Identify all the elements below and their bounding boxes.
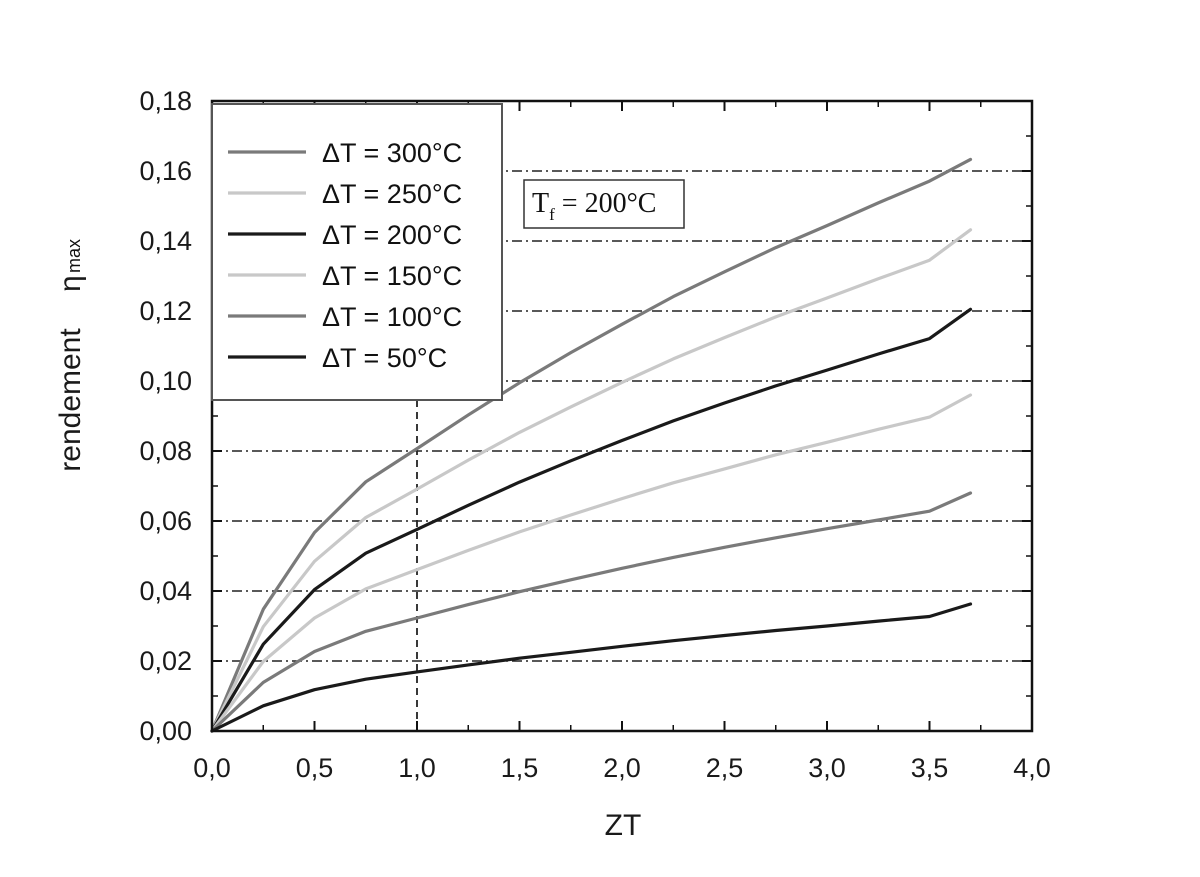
legend-label: ΔT = 50°C xyxy=(322,343,447,373)
y-axis-title: rendement η max xyxy=(54,239,87,472)
y-tick-label: 0,08 xyxy=(139,436,192,466)
y-tick-label: 0,10 xyxy=(139,366,192,396)
x-tick-labels: 0,0 0,5 1,0 1,5 2,0 2,5 3,0 3,5 4,0 xyxy=(193,753,1051,783)
series-layer xyxy=(210,157,973,733)
grid-lines xyxy=(212,170,1032,662)
x-tick-label: 0,0 xyxy=(193,753,231,783)
y-tick-label: 0,12 xyxy=(139,296,192,326)
x-tick-label: 0,5 xyxy=(296,753,334,783)
annotation-symbol: T xyxy=(532,188,549,219)
y-tick-label: 0,18 xyxy=(139,86,192,116)
y-tick-labels: 0,00 0,02 0,04 0,06 0,08 0,10 0,12 0,14 0,16 0,18 xyxy=(139,86,192,746)
legend: ΔT = 300°C ΔT = 250°C ΔT = 200°C ΔT = 150°C… xyxy=(211,103,503,401)
x-tick-label: 3,5 xyxy=(911,753,949,783)
annotation-box: Tf = 200°C xyxy=(523,179,685,229)
y-axis-title-subscript: max xyxy=(64,239,84,273)
y-tick-label: 0,02 xyxy=(139,646,192,676)
svg-text:rendement: rendement xyxy=(54,328,87,472)
legend-label: ΔT = 200°C xyxy=(322,220,462,250)
legend-label: ΔT = 150°C xyxy=(322,261,462,291)
x-tick-label: 3,0 xyxy=(808,753,846,783)
x-axis-title: ZT xyxy=(605,809,642,842)
svg-text:max: max xyxy=(64,239,84,273)
y-tick-label: 0,14 xyxy=(139,226,192,256)
series-line-0 xyxy=(210,157,973,733)
y-tick-label: 0,00 xyxy=(139,716,192,746)
y-tick-label: 0,06 xyxy=(139,506,192,536)
x-tick-label: 1,0 xyxy=(398,753,436,783)
series-line-3 xyxy=(210,393,973,733)
series-line-2 xyxy=(210,307,973,733)
y-tick-label: 0,04 xyxy=(139,576,192,606)
annotation-text: = 200°C xyxy=(555,188,657,219)
svg-text:Tf = 200°C: Tf = 200°C xyxy=(532,188,656,224)
x-tick-label: 2,0 xyxy=(603,753,641,783)
x-tick-label: 4,0 xyxy=(1013,753,1051,783)
y-axis-title-symbol: η xyxy=(54,275,87,292)
legend-label: ΔT = 250°C xyxy=(322,179,462,209)
y-axis-title-word: rendement xyxy=(54,328,87,472)
svg-text:η: η xyxy=(54,275,87,292)
series-line-1 xyxy=(210,228,973,733)
series-line-5 xyxy=(210,602,973,733)
legend-label: ΔT = 100°C xyxy=(322,302,462,332)
x-tick-label: 1,5 xyxy=(501,753,539,783)
y-tick-label: 0,16 xyxy=(139,156,192,186)
legend-label: ΔT = 300°C xyxy=(322,138,462,168)
annotation-subscript: f xyxy=(549,205,555,224)
x-tick-label: 2,5 xyxy=(706,753,744,783)
series-line-4 xyxy=(210,491,973,733)
